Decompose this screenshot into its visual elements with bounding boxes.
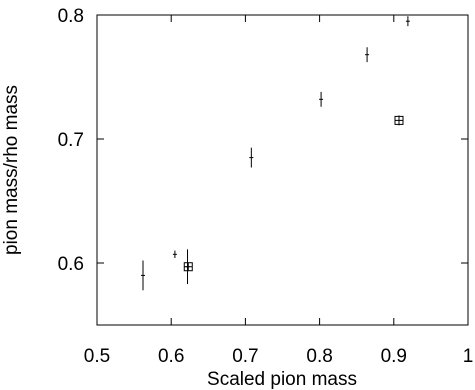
y-tick-label: 0.7 <box>58 130 84 151</box>
x-tick-label: 0.5 <box>84 346 110 367</box>
x-tick-label: 1 <box>463 346 474 367</box>
y-axis-title: pion mass/rho mass <box>1 85 22 255</box>
x-tick-label: 0.6 <box>158 346 184 367</box>
plot-frame <box>96 14 469 326</box>
y-tick-label: 0.8 <box>58 6 84 27</box>
axis-ticks <box>96 14 469 325</box>
y-tick-label: 0.6 <box>58 254 84 275</box>
x-tick-label: 0.7 <box>232 346 258 367</box>
x-tick-label: 0.9 <box>381 346 407 367</box>
x-tick-label: 0.8 <box>306 346 332 367</box>
y-tick-labels: 0.6 0.7 0.8 <box>58 6 84 275</box>
x-tick-labels: 0.5 0.6 0.7 0.8 0.9 1 <box>84 346 474 367</box>
x-axis-title: Scaled pion mass <box>207 369 357 390</box>
data-points <box>141 16 410 291</box>
